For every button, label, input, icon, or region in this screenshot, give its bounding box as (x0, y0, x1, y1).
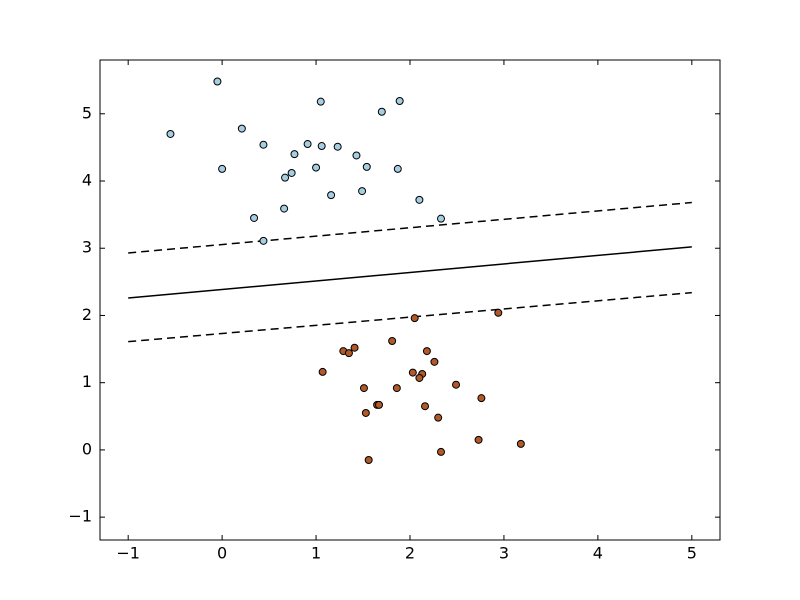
point (316, 97, 325, 106)
x-tick-label: 0 (217, 544, 227, 563)
point (494, 308, 503, 317)
point (250, 213, 259, 222)
x-tick-label: −1 (116, 544, 140, 563)
point (317, 142, 326, 151)
point (333, 142, 342, 151)
point (327, 191, 336, 200)
point (422, 347, 431, 356)
point (259, 236, 268, 245)
y-tick-label: 0 (82, 439, 92, 458)
point (303, 140, 312, 149)
point (312, 163, 321, 172)
point (318, 367, 327, 376)
x-tick-label: 2 (405, 544, 415, 563)
decision-line (128, 291, 692, 343)
point (344, 349, 353, 358)
point (287, 168, 296, 177)
y-tick-label: 2 (82, 305, 92, 324)
point (430, 357, 439, 366)
point (259, 140, 268, 149)
point (377, 107, 386, 116)
point (281, 173, 290, 182)
x-tick-label: 3 (499, 544, 509, 563)
point (375, 400, 383, 409)
point (477, 394, 486, 403)
point (362, 162, 371, 171)
y-tick-label: 1 (82, 372, 92, 391)
point (474, 435, 483, 444)
decision-line (128, 246, 692, 299)
point (213, 77, 222, 86)
y-tick-label: 3 (82, 238, 92, 257)
x-tick-label: 1 (311, 544, 321, 563)
decision-line (128, 201, 692, 254)
point (166, 129, 175, 138)
point (408, 368, 417, 377)
point (393, 164, 402, 173)
point (388, 337, 397, 346)
point (437, 447, 445, 456)
point (434, 413, 443, 422)
y-tick-label: −1 (68, 507, 92, 526)
point (410, 314, 419, 323)
point (358, 187, 367, 196)
point (415, 195, 424, 204)
point (452, 380, 461, 389)
point (516, 439, 525, 448)
x-tick-label: 5 (687, 544, 697, 563)
point (415, 373, 424, 382)
point (237, 124, 246, 133)
point (290, 150, 299, 159)
point (352, 151, 361, 160)
point (437, 214, 445, 223)
point (280, 204, 289, 213)
point (350, 343, 359, 352)
point (364, 456, 373, 464)
point (359, 384, 368, 393)
point (395, 97, 404, 106)
y-tick-label: 4 (82, 171, 92, 190)
point (361, 408, 370, 417)
point (421, 402, 430, 411)
point (218, 164, 227, 173)
y-tick-label: 5 (82, 103, 92, 122)
point (392, 384, 401, 393)
x-tick-label: 4 (593, 544, 603, 563)
